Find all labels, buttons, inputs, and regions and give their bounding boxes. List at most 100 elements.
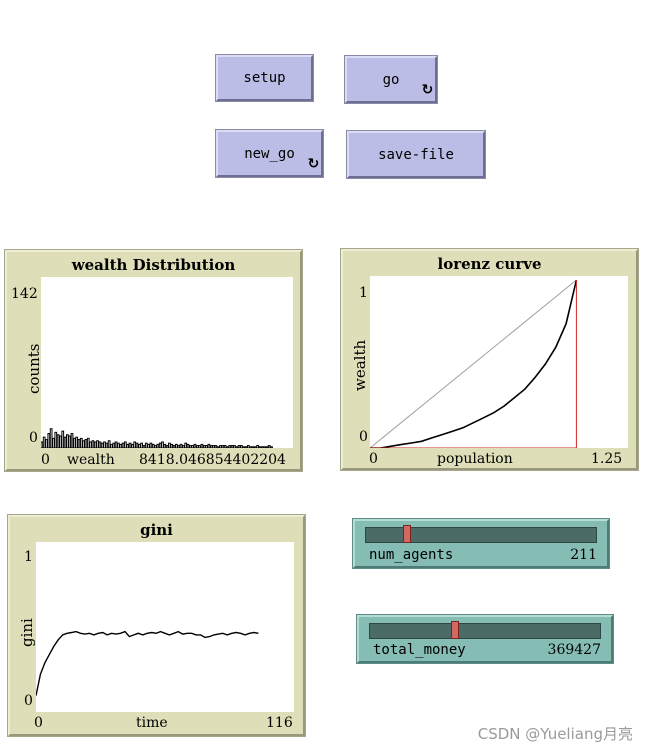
plot-title: wealth Distribution <box>71 256 236 274</box>
histogram-bar <box>156 443 160 449</box>
histogram-bar <box>216 446 220 449</box>
histogram-bar <box>170 443 174 449</box>
histogram-bar <box>135 442 139 449</box>
histogram-bar <box>161 441 164 449</box>
histogram-bar <box>45 439 48 449</box>
lorenz-chart <box>369 279 578 449</box>
num-agents-slider[interactable]: num_agents 211 <box>352 518 610 569</box>
histogram-bar <box>49 428 53 449</box>
forever-icon: ↻ <box>421 82 434 98</box>
slider-track[interactable] <box>365 525 597 543</box>
histogram-bar <box>89 441 92 449</box>
histogram-bar <box>124 441 127 449</box>
histogram-bar <box>191 445 195 449</box>
histogram-bar <box>144 442 148 449</box>
histogram-bar <box>267 445 271 449</box>
x-max-label: 1.25 <box>591 451 623 467</box>
histogram-bar <box>249 446 253 449</box>
x-axis-label: population <box>437 451 513 467</box>
histogram-bar <box>154 445 157 449</box>
histogram-bar <box>202 445 206 449</box>
gini-chart <box>35 630 259 696</box>
histogram-bar <box>177 445 181 449</box>
y-axis-label: gini <box>18 618 36 647</box>
slider-value: 369427 <box>547 642 601 658</box>
histogram-bar <box>93 441 97 449</box>
histogram-bar <box>251 446 255 449</box>
histogram-bar <box>223 445 227 449</box>
histogram-bar <box>200 443 204 449</box>
histogram-bar <box>235 446 239 449</box>
histogram-bar <box>209 445 213 449</box>
histogram-bar <box>165 445 169 449</box>
histogram-bar <box>119 443 123 449</box>
setup-button[interactable]: setup <box>215 54 314 102</box>
histogram-bar <box>188 445 192 449</box>
histogram-bar <box>237 445 241 449</box>
histogram-bar <box>105 442 109 449</box>
go-button-label: go <box>382 72 400 88</box>
histogram-bar <box>240 445 243 449</box>
y-max-label: 1 <box>359 285 368 301</box>
histogram-bar <box>256 445 259 449</box>
histogram-bar <box>91 440 95 449</box>
histogram-bar <box>193 443 197 449</box>
x-max-label: 116 <box>266 715 293 731</box>
histogram-bar <box>226 446 229 449</box>
y-max-label: 1 <box>24 549 33 565</box>
y-min-label: 0 <box>24 693 33 709</box>
plot-title: gini <box>140 521 173 539</box>
histogram-bar <box>168 442 171 449</box>
histogram-bar <box>260 446 264 449</box>
histogram-bar <box>42 436 46 449</box>
setup-button-label: setup <box>243 70 286 86</box>
histogram-bar <box>253 446 257 449</box>
new-go-button[interactable]: new_go ↻ <box>215 129 324 178</box>
save-file-button[interactable]: save-file <box>346 130 486 179</box>
histogram-bar <box>242 446 246 449</box>
total-money-slider[interactable]: total_money 369427 <box>356 614 614 664</box>
histogram-bar <box>163 443 167 449</box>
plot-canvas <box>40 277 293 449</box>
x-axis-label: time <box>136 715 168 731</box>
histogram-bar <box>52 437 55 449</box>
slider-name: num_agents <box>369 547 454 563</box>
histogram-bar <box>100 442 104 449</box>
histogram-bar <box>137 443 141 449</box>
histogram-bar <box>219 445 222 449</box>
plot-canvas <box>35 542 294 712</box>
histogram-bar <box>68 435 72 449</box>
histogram-bar <box>98 441 102 449</box>
histogram-bar <box>158 442 162 449</box>
histogram-bar <box>112 442 116 449</box>
histogram-bar <box>82 440 85 449</box>
histogram-bar <box>70 433 74 449</box>
plot-canvas <box>369 276 628 449</box>
slider-track[interactable] <box>369 621 601 639</box>
histogram-bar <box>75 436 79 449</box>
histogram-bar <box>258 446 262 449</box>
histogram-bar <box>246 445 250 449</box>
slider-name: total_money <box>373 642 466 658</box>
histogram-bar <box>207 443 211 449</box>
histogram-bar <box>126 443 130 449</box>
slider-handle[interactable] <box>403 525 412 543</box>
gini-plot: gini gini 1 0 0 time 116 <box>7 514 306 737</box>
slider-handle[interactable] <box>451 621 460 639</box>
lorenz-line <box>370 279 578 449</box>
new-go-button-label: new_go <box>244 146 295 162</box>
y-min-label: 0 <box>29 430 38 446</box>
histogram-bar <box>66 434 69 449</box>
histogram-bar <box>86 437 90 449</box>
histogram-bar <box>195 445 199 449</box>
histogram-bar <box>182 445 185 449</box>
x-max-label: 8418.046854402204 <box>139 452 286 468</box>
histogram-bar <box>121 442 125 449</box>
histogram-bar <box>72 437 76 449</box>
histogram-bar <box>212 445 215 449</box>
go-button[interactable]: go ↻ <box>344 55 438 104</box>
histogram-bar <box>40 441 44 449</box>
histogram-bar <box>107 440 111 449</box>
histogram-bar <box>128 442 132 449</box>
histogram-bar <box>47 433 51 449</box>
